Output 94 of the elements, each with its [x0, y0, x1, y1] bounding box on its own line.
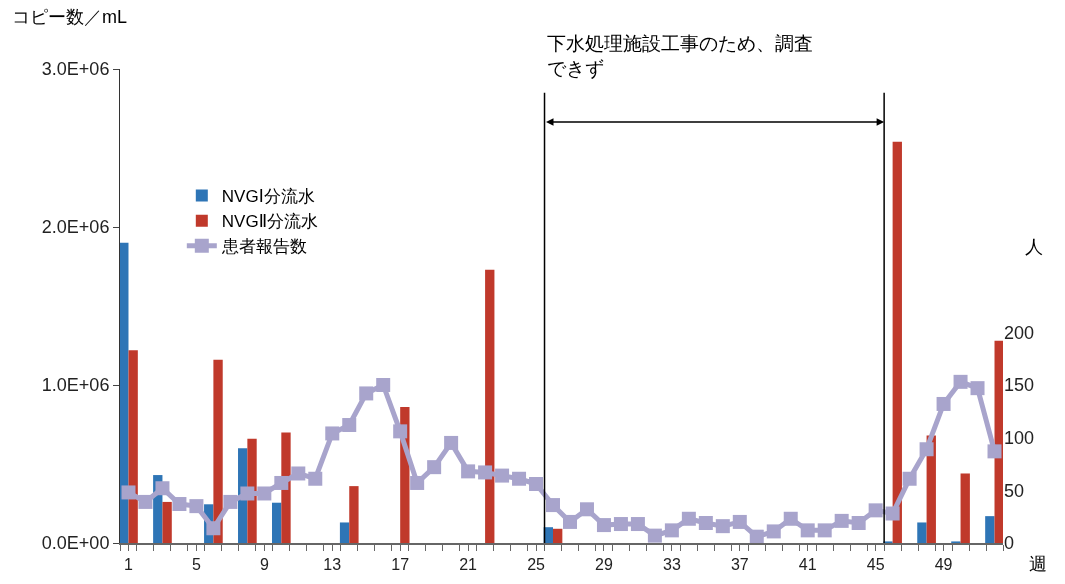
point	[359, 386, 374, 401]
point	[562, 514, 577, 529]
point	[155, 481, 170, 496]
point	[936, 396, 951, 411]
y-tick-label: 3.0E+06	[41, 59, 110, 80]
point	[579, 502, 594, 517]
x-tick-label: 45	[866, 556, 885, 574]
point	[749, 529, 764, 543]
x-tick-label: 13	[323, 556, 342, 574]
x-axis-title: 週	[1029, 554, 1047, 574]
point	[529, 477, 544, 492]
point	[987, 444, 1002, 459]
point	[698, 515, 713, 530]
bar	[128, 350, 138, 543]
point	[596, 518, 611, 533]
point	[138, 494, 153, 509]
point	[291, 466, 306, 481]
point	[223, 494, 238, 509]
point	[172, 497, 187, 512]
y-tick-label: 1.0E+06	[41, 375, 110, 396]
bar	[553, 528, 563, 543]
y2-tick-label: 0	[1004, 533, 1015, 554]
point	[512, 471, 527, 486]
bar	[339, 522, 350, 543]
y2-tick-label: 50	[1004, 480, 1025, 501]
bar	[960, 473, 970, 543]
y2-axis-title: 人	[1025, 237, 1043, 257]
x-tick-label: 49	[934, 556, 953, 574]
point	[308, 471, 323, 486]
x-tick-label: 29	[595, 556, 613, 574]
point	[444, 435, 459, 450]
bar	[213, 359, 223, 543]
legend-label: NVGⅠ分流水	[221, 187, 315, 207]
point	[715, 519, 730, 534]
x-tick-label: 9	[259, 556, 269, 574]
point	[885, 506, 900, 521]
point	[206, 521, 221, 536]
legend-label: NVGⅡ分流水	[221, 212, 319, 232]
bar	[917, 522, 927, 543]
x-tick-label: 41	[798, 556, 817, 574]
point	[189, 499, 204, 514]
point	[376, 378, 391, 392]
point	[851, 515, 866, 530]
bar	[162, 501, 172, 543]
x-tick-label: 37	[730, 556, 749, 574]
point	[393, 424, 408, 439]
bar	[485, 269, 495, 543]
point	[766, 524, 781, 539]
point	[902, 471, 917, 486]
bar	[985, 516, 995, 543]
bar	[120, 242, 129, 543]
point	[681, 511, 696, 526]
bar	[349, 486, 359, 543]
y2-tick-label: 150	[1004, 375, 1035, 396]
x-tick-label: 17	[391, 556, 410, 574]
point	[630, 517, 645, 532]
x-tick-label: 5	[191, 556, 201, 574]
point	[257, 486, 272, 501]
point	[478, 465, 493, 480]
bar	[271, 502, 282, 543]
point	[800, 523, 815, 538]
y-tick-label: 2.0E+06	[41, 217, 110, 238]
point	[342, 418, 357, 433]
point	[325, 426, 340, 441]
annotation: 下水処理施設工事のため、調査できず	[547, 33, 813, 79]
legend-label: 患者報告数	[220, 237, 307, 257]
bar	[892, 141, 902, 543]
point	[953, 374, 968, 389]
y2-tick-label: 100	[1004, 427, 1035, 448]
point	[732, 514, 747, 529]
y2-tick-label: 200	[1004, 322, 1035, 343]
point	[427, 460, 442, 475]
point	[121, 485, 136, 500]
point	[783, 511, 798, 526]
point	[834, 513, 849, 528]
point	[410, 475, 425, 490]
point	[613, 517, 628, 532]
x-tick-label: 33	[662, 556, 681, 574]
point	[919, 442, 934, 457]
point	[817, 523, 832, 538]
point	[970, 381, 985, 396]
y-tick-label: 0.0E+00	[41, 533, 110, 554]
point	[647, 528, 662, 543]
point	[546, 498, 561, 513]
y-axis-title: コピー数／mL	[12, 7, 128, 27]
point	[274, 475, 289, 490]
x-tick-label: 25	[527, 556, 546, 574]
point	[461, 464, 476, 479]
point	[240, 486, 255, 501]
point	[868, 503, 883, 518]
x-tick-label: 21	[459, 556, 478, 574]
x-tick-label: 1	[124, 556, 134, 574]
point	[664, 523, 679, 538]
point	[495, 468, 510, 483]
